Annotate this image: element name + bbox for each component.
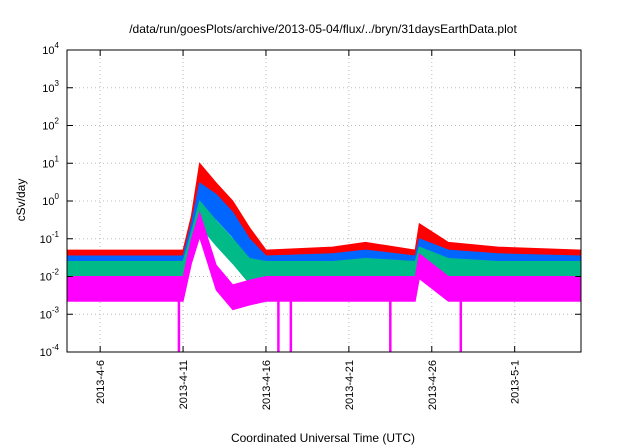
x-tick-label: 2013-4-21 — [344, 360, 356, 410]
ticks: 10-4 10-3 10-2 10-1 100 101 102 103 104 2013-4-6 2… — [40, 41, 581, 410]
series-layer — [66, 162, 582, 352]
series-band — [66, 199, 582, 287]
y-tick-label: 102 — [42, 117, 59, 133]
y-tick-label: 101 — [42, 154, 59, 170]
x-tick-label: 2013-4-16 — [261, 360, 273, 410]
y-tick-label: 103 — [42, 79, 59, 95]
x-axis-label: Coordinated Universal Time (UTC) — [231, 431, 415, 445]
x-tick-label: 2013-4-26 — [427, 360, 439, 410]
y-tick-label: 10-2 — [40, 268, 60, 284]
y-tick-label: 104 — [42, 41, 59, 57]
grid — [67, 49, 581, 353]
plot-frame — [66, 49, 582, 353]
x-tick-label: 2013-5-1 — [510, 360, 522, 404]
x-tick-label: 2013-4-6 — [95, 360, 107, 404]
y-tick-label: 10-3 — [40, 305, 60, 321]
y-axis-label: cSv/day — [14, 179, 28, 222]
y-tick-label: 10-1 — [40, 230, 60, 246]
y-tick-label: 100 — [42, 192, 59, 208]
chart-title: /data/run/goesPlots/archive/2013-05-04/f… — [129, 22, 517, 36]
y-tick-label: 10-4 — [40, 343, 60, 359]
x-tick-label: 2013-4-11 — [178, 360, 190, 409]
